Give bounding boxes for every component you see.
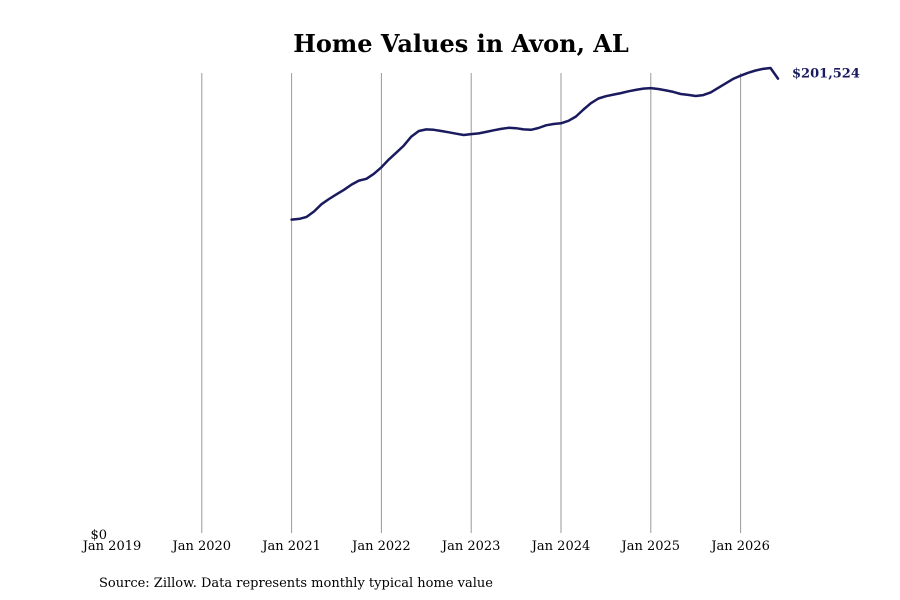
x-tick-label: Jan 2022 — [350, 539, 411, 554]
x-tick-label: Jan 2020 — [171, 539, 232, 554]
y-axis-tick-label: $0 — [90, 528, 107, 543]
end-value-label: $201,524 — [792, 67, 860, 82]
x-tick-label: Jan 2019 — [81, 539, 142, 554]
gridlines — [201, 73, 742, 533]
source-note: Source: Zillow. Data represents monthly … — [99, 576, 493, 591]
series-line-home-value — [290, 66, 780, 221]
x-tick-label: Jan 2025 — [620, 539, 681, 554]
x-axis-tick-labels: Jan 2019 Jan 2020 Jan 2021 Jan 2022 Jan 2023… — [81, 539, 770, 554]
x-tick-label: Jan 2024 — [530, 539, 591, 554]
x-tick-label: Jan 2021 — [260, 539, 321, 554]
chart-title: Home Values in Avon, AL — [293, 29, 629, 58]
x-tick-label: Jan 2023 — [440, 539, 501, 554]
x-tick-label: Jan 2026 — [709, 539, 770, 554]
